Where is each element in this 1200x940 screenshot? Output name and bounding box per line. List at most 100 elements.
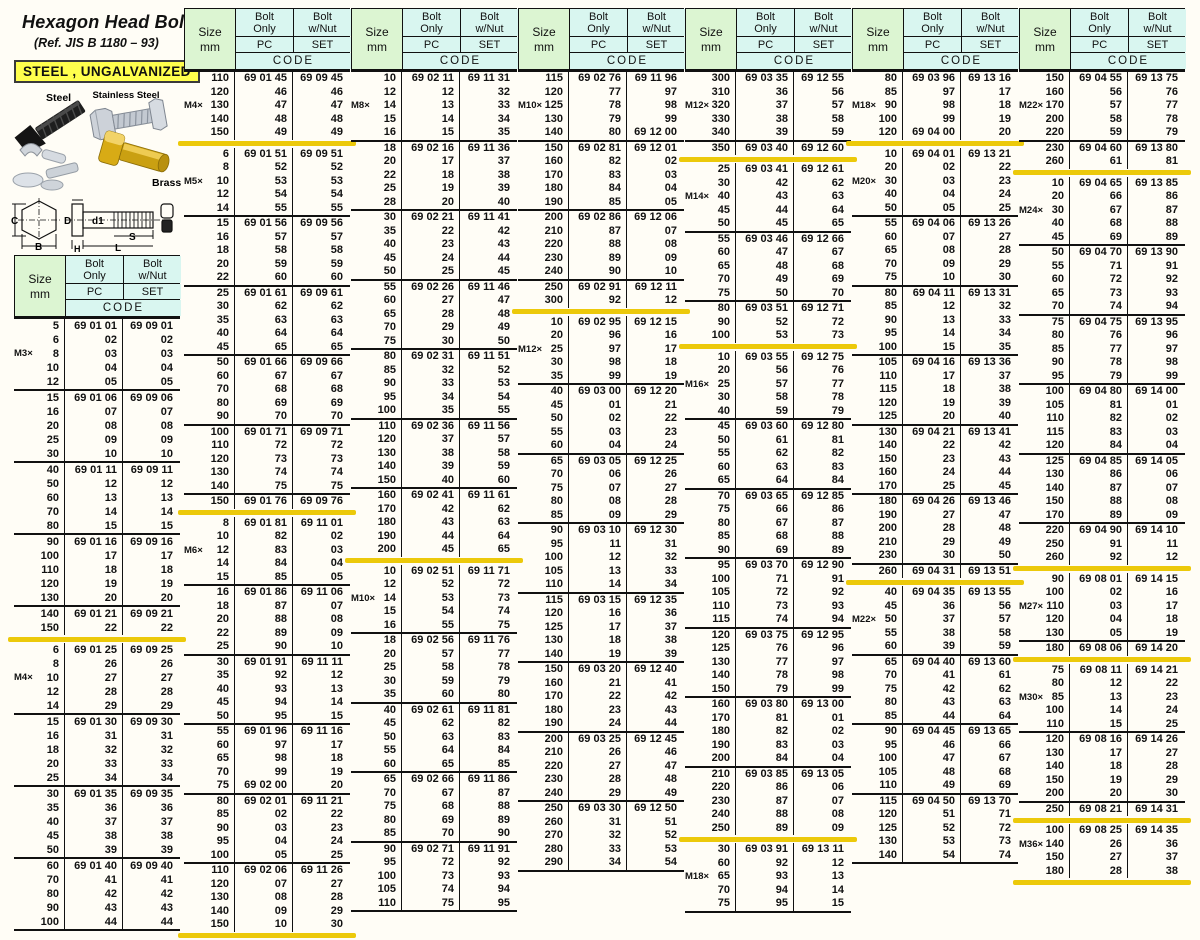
table-row: 90 69 89 [685,543,851,557]
length-value: 40 [216,327,229,339]
table-row: 25 69 03 41 69 12 61 [685,163,851,177]
set-code-cell: 69 12 45 [634,732,677,745]
size-group: 350 69 03 40 69 12 60 [685,139,851,155]
table-row: 30 58 78 [685,391,851,405]
length-value: 60 [383,294,396,306]
size-cell: 250 [1019,802,1070,816]
pc-code-cell: 69 04 40 [903,655,961,669]
size-cell: 105 [852,765,903,779]
size-cell: 150 [1019,72,1070,86]
set-code-cell: 96 [1165,329,1178,341]
size-cell: 220 [518,238,569,252]
size-cell: 12 [184,188,235,202]
bolt-code-table: Size mm Bolt Only Bolt w/Nut PC SET CODE 10 69 02 … [345,8,523,912]
pc-header-cell: PC [236,37,293,52]
size-cell: 22 [184,626,235,640]
pc-code-cell: 56 [736,364,794,378]
table-row: 260 31 51 [518,815,684,829]
set-code-cell: 88 [831,530,844,542]
pc-code-cell: 69 02 00 [235,779,293,793]
size-cell: 220 [518,759,569,773]
length-value: 140 [40,608,59,620]
pc-code-cell: 65 [402,757,460,771]
pc-code-cell: 88 [235,613,293,627]
pc-code-cell: 39 [402,460,460,474]
pc-code-cell: 19 [569,647,627,661]
pc-code-cell: 42 [65,887,123,901]
size-cell: M22× 170 [1019,99,1070,113]
set-code-cell: 72 [330,439,343,451]
length-value: 80 [216,794,229,807]
pc-code-cell: 23 [903,452,961,466]
set-code-cell: 19 [160,578,173,590]
length-value: 35 [383,688,396,700]
size-cell: 330 [685,112,736,126]
size-cell: 120 [1019,439,1070,453]
table-row: 200 58 78 [1019,112,1185,126]
table-row: 60 04 24 [518,439,684,453]
length-value: 50 [383,265,396,277]
length-value: 16 [383,618,396,631]
pc-code-cell: 03 [569,425,627,439]
pc-code-cell: 49 [235,126,293,140]
table-row: 30 98 18 [518,356,684,370]
table-row: 75 66 86 [685,503,851,517]
size-group: 110 69 02 36 69 11 56 120 37 57 130 38 58 140 39 59… [351,417,517,487]
length-value: 60 [884,230,897,243]
size-cell: 110 [184,864,235,878]
length-value: 90 [46,902,59,914]
table-row: 30 69 03 91 69 13 11 [685,843,851,857]
pc-code-cell: 15 [903,340,961,354]
pc-code-cell: 62 [402,717,460,731]
pc-code-cell: 15 [65,519,123,533]
pc-code-cell: 68 [1070,217,1128,231]
length-value: 150 [377,473,396,486]
size-cell: 8 [14,657,65,671]
pc-code-cell: 71 [736,572,794,586]
set-header-cell: SET [461,37,518,52]
set-code-cell: 29 [664,508,677,521]
set-code-cell: 30 [998,271,1011,283]
bolt-word: Bolt [1090,10,1109,23]
set-code-cell: 56 [831,85,844,98]
pc-code-cell: 74 [736,613,794,627]
set-code-cell: 75 [330,479,343,492]
length-value: 90 [216,410,229,422]
set-code-cell: 07 [1165,481,1178,494]
pc-code-cell: 31 [65,729,123,743]
length-value: 12 [46,376,59,388]
pc-code-cell: 67 [736,516,794,530]
set-code-cell: 37 [998,369,1011,382]
pc-code-cell: 02 [903,161,961,175]
size-cell: 20 [852,161,903,175]
pc-code-cell: 26 [1070,837,1128,851]
set-code-cell: 09 [1165,508,1178,521]
pc-code-cell: 72 [402,856,460,870]
length-value: 25 [717,377,730,390]
size-group: 110 69 01 45 69 09 45 120 46 46 M4× 130 47 47 140 4… [184,72,350,140]
length-value: 100 [878,340,897,353]
length-value: 75 [216,779,229,791]
size-cell: 40 [852,586,903,600]
size-cell: 85 [852,85,903,99]
table-row: 18 69 02 16 69 11 36 [351,141,517,155]
set-code-cell: 22 [664,412,677,424]
length-value: 170 [1045,99,1064,111]
length-value: 230 [544,251,563,264]
table-row: 18 58 58 [184,244,350,258]
size-cell: 55 [351,744,402,758]
length-value: 210 [544,224,563,237]
set-code-cell: 69 12 40 [634,663,677,675]
length-value: 8 [222,516,229,529]
length-value: 70 [717,273,730,285]
pc-code-cell: 69 [1070,230,1128,244]
length-value: 70 [383,321,396,333]
set-code-cell: 37 [160,816,173,828]
size-group: 80 69 03 51 69 12 71 90 52 72 100 53 73 [685,300,851,343]
table-row: 6 69 01 51 69 09 51 [184,147,350,161]
size-cell: M12× 320 [685,99,736,113]
set-code-cell: 72 [998,821,1011,834]
table-row: 170 89 09 [1019,508,1185,522]
yellow-highlight-line [512,309,690,314]
set-code-cell: 59 [330,257,343,270]
